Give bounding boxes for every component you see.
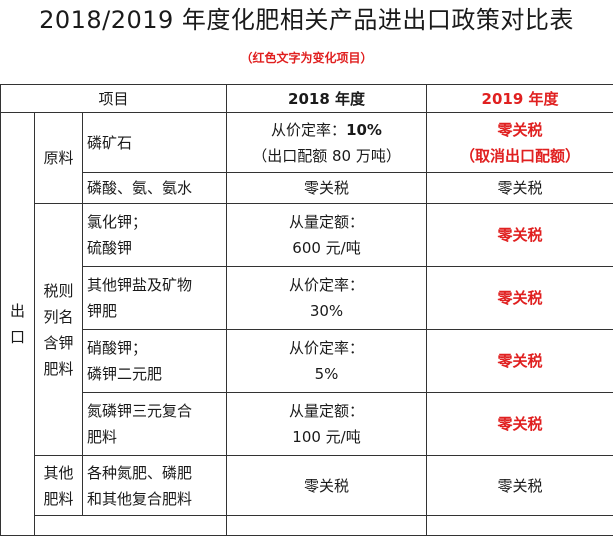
table-row: 氮磷钾三元复合 肥料 从量定额： 100 元/吨 零关税: [1, 393, 613, 456]
policy-2019-line: 零关税: [431, 117, 609, 143]
product-line: 磷钾二元肥: [87, 361, 222, 387]
policy-2019-cell: 零关税 （取消出口配额）: [427, 113, 613, 173]
policy-2018-cell: 从价定率： 5%: [227, 330, 427, 393]
subcategory-label-line: 含钾: [35, 330, 82, 356]
product-line: 硝酸钾；: [87, 335, 222, 361]
subcategory-label-line: 肥料: [35, 486, 82, 512]
header-2019: 2019 年度: [427, 85, 613, 113]
subcategory-tax-listed: 税则 列名 含钾 肥料: [35, 204, 83, 456]
table-row-partial: [1, 516, 613, 536]
table-row: 其他钾盐及矿物 钾肥 从价定率： 30% 零关税: [1, 267, 613, 330]
product-line: 其他钾盐及矿物: [87, 272, 222, 298]
policy-comparison-table: 项目 2018 年度 2019 年度 出 口 原料 磷矿石 从价定率：10% （…: [0, 84, 613, 536]
policy-2018-cell: 从价定率： 30%: [227, 267, 427, 330]
policy-2018-line: 从量定额：: [231, 398, 422, 424]
product-cell: 硝酸钾； 磷钾二元肥: [83, 330, 227, 393]
table-row: 税则 列名 含钾 肥料 氯化钾； 硫酸钾 从量定额： 600 元/吨 零关税: [1, 204, 613, 267]
policy-2018-line: 100 元/吨: [231, 424, 422, 450]
policy-2018-cell: 从量定额： 100 元/吨: [227, 393, 427, 456]
policy-2018-quota: （出口配额 80 万吨）: [231, 143, 422, 169]
header-2018: 2018 年度: [227, 85, 427, 113]
policy-2019-cell: 零关税: [427, 173, 613, 204]
table-row: 磷酸、氨、氨水 零关税 零关税: [1, 173, 613, 204]
product-line: 各种氮肥、磷肥: [87, 460, 222, 486]
product-line: 氮磷钾三元复合: [87, 398, 222, 424]
product-cell: 氯化钾； 硫酸钾: [83, 204, 227, 267]
policy-2018-line: 30%: [231, 298, 422, 324]
product-cell: 氮磷钾三元复合 肥料: [83, 393, 227, 456]
policy-2018-cell: 从量定额： 600 元/吨: [227, 204, 427, 267]
category-export-char: 出: [1, 298, 34, 324]
policy-2019-cell: 零关税: [427, 267, 613, 330]
policy-2018-line: 从量定额：: [231, 209, 422, 235]
policy-2019-cell: 零关税: [427, 330, 613, 393]
product-line: 氯化钾；: [87, 209, 222, 235]
product-cell: 其他钾盐及矿物 钾肥: [83, 267, 227, 330]
table-row: 出 口 原料 磷矿石 从价定率：10% （出口配额 80 万吨） 零关税 （取消…: [1, 113, 613, 173]
table-header-row: 项目 2018 年度 2019 年度: [1, 85, 613, 113]
product-line: 钾肥: [87, 298, 222, 324]
policy-2019-cell: 零关税: [427, 456, 613, 516]
policy-2018-line: 从价定率：: [231, 272, 422, 298]
category-export: 出 口: [1, 113, 35, 536]
policy-2018-prefix: 从价定率：: [271, 121, 346, 139]
policy-2019-cell: 零关税: [427, 204, 613, 267]
subcategory-label-line: 税则: [35, 278, 82, 304]
table-row: 硝酸钾； 磷钾二元肥 从价定率： 5% 零关税: [1, 330, 613, 393]
policy-2019-line: （取消出口配额）: [431, 143, 609, 169]
policy-2018-cell: 零关税: [227, 173, 427, 204]
product-line: 和其他复合肥料: [87, 486, 222, 512]
page-title: 2018/2019 年度化肥相关产品进出口政策对比表: [0, 4, 613, 36]
product-cell: 磷矿石: [83, 113, 227, 173]
policy-2018-cell: 从价定率：10% （出口配额 80 万吨）: [227, 113, 427, 173]
subcategory-label-line: 列名: [35, 304, 82, 330]
product-cell: 各种氮肥、磷肥 和其他复合肥料: [83, 456, 227, 516]
policy-2018-rate: 10%: [346, 121, 382, 139]
empty-cell: [427, 516, 613, 536]
policy-2018-line: 从价定率：: [231, 335, 422, 361]
subcategory-label-line: 肥料: [35, 356, 82, 382]
policy-2018-line: 5%: [231, 361, 422, 387]
header-item: 项目: [1, 85, 227, 113]
subcategory-label-line: 其他: [35, 460, 82, 486]
product-line: 肥料: [87, 424, 222, 450]
product-cell: 磷酸、氨、氨水: [83, 173, 227, 204]
policy-2018-cell: 零关税: [227, 456, 427, 516]
policy-2019-cell: 零关税: [427, 393, 613, 456]
subcategory-other-fertilizers: 其他 肥料: [35, 456, 83, 516]
policy-2018-line: 600 元/吨: [231, 235, 422, 261]
empty-cell: [227, 516, 427, 536]
page-subtitle: （红色文字为变化项目）: [0, 50, 613, 66]
subcategory-raw-materials: 原料: [35, 113, 83, 204]
product-line: 硫酸钾: [87, 235, 222, 261]
empty-cell: [35, 516, 227, 536]
category-export-char: 口: [1, 324, 34, 350]
table-row: 其他 肥料 各种氮肥、磷肥 和其他复合肥料 零关税 零关税: [1, 456, 613, 516]
